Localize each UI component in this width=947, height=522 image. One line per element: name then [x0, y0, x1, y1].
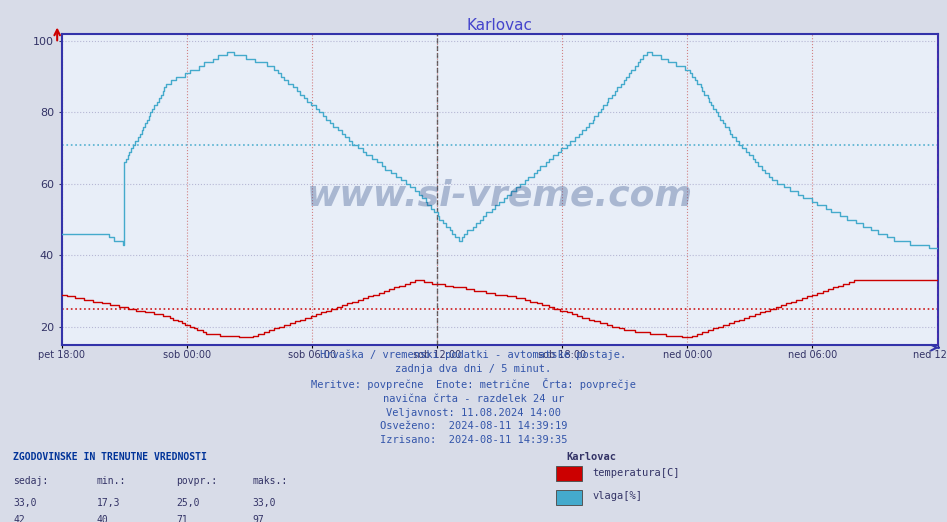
Title: Karlovac: Karlovac — [467, 18, 532, 33]
Text: Hrvaška / vremenski podatki - avtomatske postaje.
zadnja dva dni / 5 minut.
Meri: Hrvaška / vremenski podatki - avtomatske… — [311, 350, 636, 445]
Text: min.:: min.: — [97, 476, 126, 486]
Text: 33,0: 33,0 — [252, 498, 276, 508]
Text: 97: 97 — [252, 515, 264, 522]
FancyBboxPatch shape — [556, 490, 582, 505]
Text: 25,0: 25,0 — [176, 498, 200, 508]
Text: 42: 42 — [13, 515, 26, 522]
Text: 33,0: 33,0 — [13, 498, 37, 508]
FancyBboxPatch shape — [556, 466, 582, 481]
Text: sedaj:: sedaj: — [13, 476, 48, 486]
Text: 17,3: 17,3 — [97, 498, 120, 508]
Text: ZGODOVINSKE IN TRENUTNE VREDNOSTI: ZGODOVINSKE IN TRENUTNE VREDNOSTI — [13, 452, 207, 462]
Text: povpr.:: povpr.: — [176, 476, 218, 486]
Text: Karlovac: Karlovac — [566, 452, 616, 462]
Text: 71: 71 — [176, 515, 188, 522]
Text: maks.:: maks.: — [252, 476, 287, 486]
Text: vlaga[%]: vlaga[%] — [593, 491, 643, 502]
Text: temperatura[C]: temperatura[C] — [593, 468, 680, 478]
Text: www.si-vreme.com: www.si-vreme.com — [307, 179, 692, 212]
Text: 40: 40 — [97, 515, 109, 522]
